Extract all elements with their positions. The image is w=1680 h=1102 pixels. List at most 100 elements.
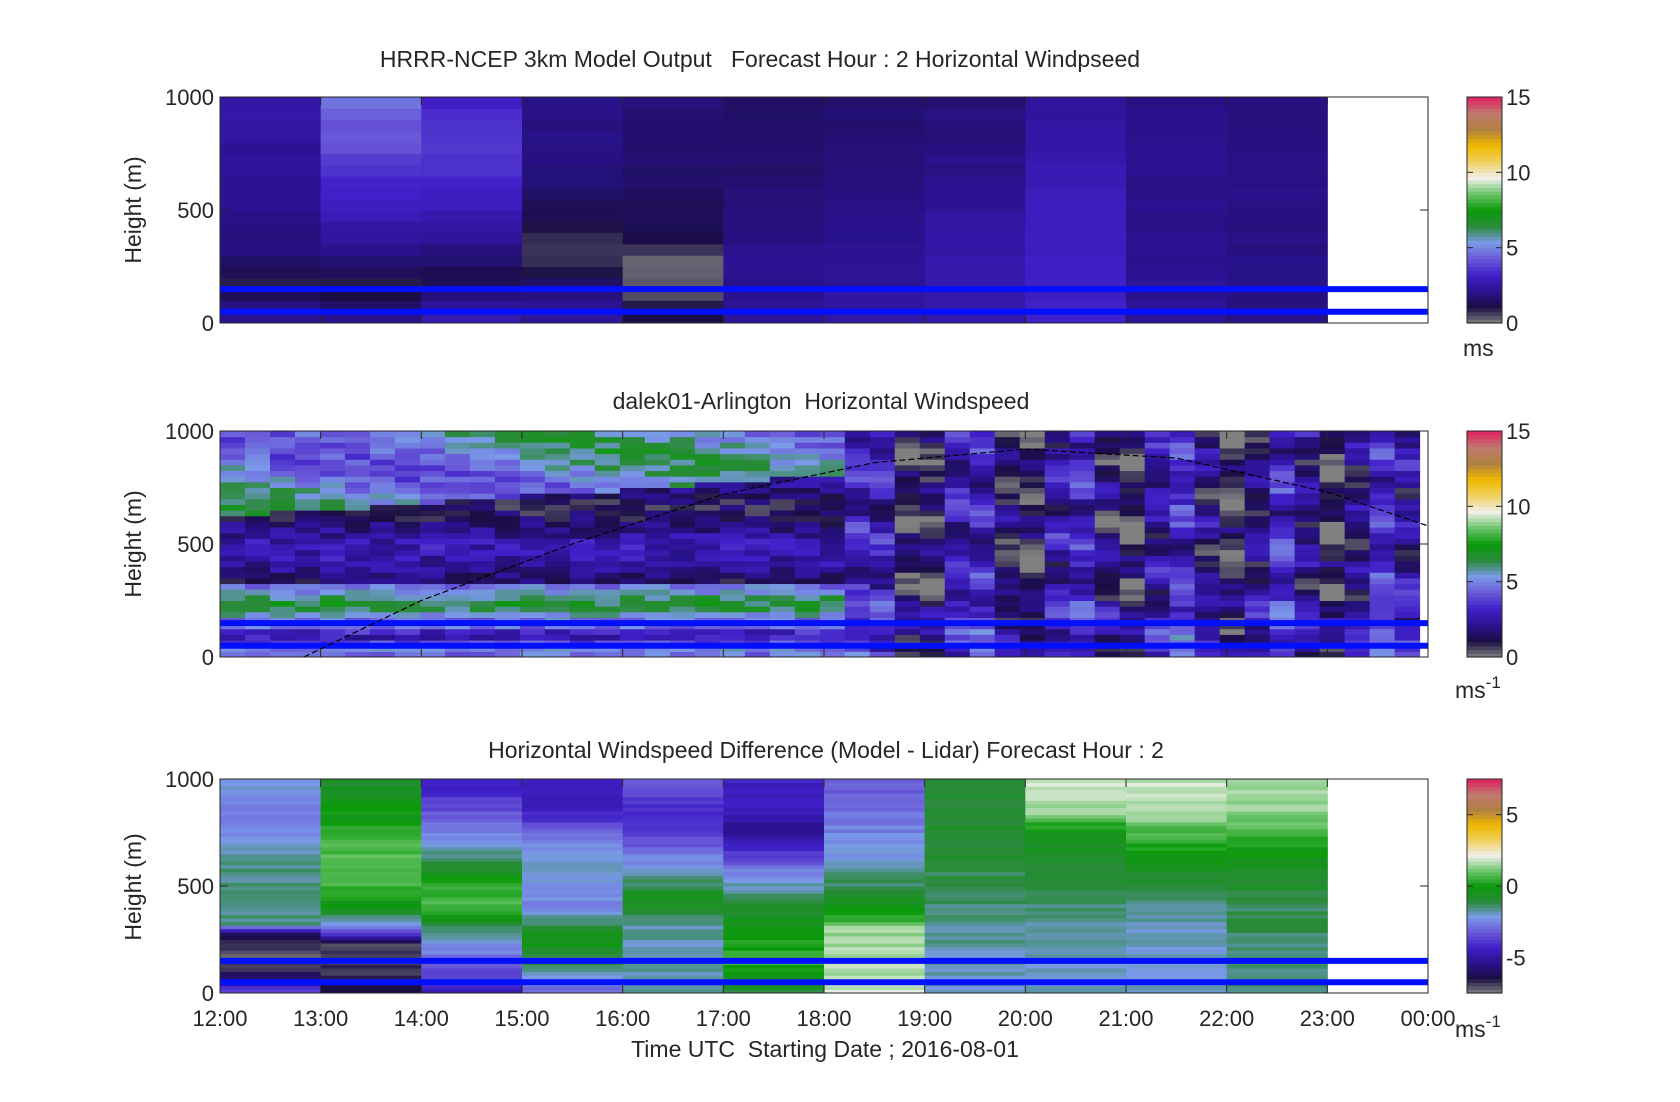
heatmap-cell	[1069, 481, 1096, 488]
heatmap-cell	[1269, 431, 1296, 438]
heatmap-cell	[344, 487, 371, 494]
heatmap-cell	[569, 645, 596, 652]
heatmap-cell	[320, 900, 422, 905]
heatmap-cell	[320, 300, 422, 313]
heatmap-cell	[669, 527, 696, 534]
heatmap-cell	[844, 566, 871, 573]
heatmap-cell	[844, 515, 871, 522]
heatmap-cell	[444, 470, 471, 477]
heatmap-cell	[1044, 577, 1071, 585]
heatmap-cell	[844, 481, 871, 488]
heatmap-cell	[594, 470, 621, 477]
heatmap-cell	[494, 623, 521, 630]
heatmap-cell	[1019, 476, 1046, 483]
heatmap-cell	[494, 521, 521, 528]
heatmap-cell	[723, 932, 825, 937]
heatmap-cell	[1369, 538, 1396, 545]
heatmap-cell	[769, 436, 796, 443]
heatmap-cell	[669, 606, 696, 613]
heatmap-cell	[220, 878, 322, 883]
heatmap-cell	[994, 470, 1021, 477]
heatmap-cell	[1069, 442, 1096, 449]
heatmap-cell	[1244, 577, 1271, 585]
heatmap-cell	[622, 846, 724, 851]
x-axis: 12:00 13:00 14:00 15:00 16:00 17:00 18:00 19:00…	[192, 779, 1456, 1031]
heatmap-cell	[1344, 442, 1371, 449]
heatmap-cell	[622, 836, 724, 841]
heatmap-cell	[723, 803, 825, 809]
heatmap-cell	[421, 953, 523, 958]
heatmap-cell	[1369, 464, 1396, 472]
heatmap-cell	[1019, 544, 1046, 551]
colorbar-swatch	[1467, 861, 1502, 866]
heatmap-cell	[744, 645, 771, 652]
heatmap-cell	[1269, 464, 1296, 472]
heatmap-cell	[1019, 504, 1046, 511]
heatmap-cell	[723, 176, 825, 188]
heatmap-cell	[719, 560, 746, 568]
heatmap-cell	[320, 903, 422, 908]
heatmap-cell	[444, 651, 471, 658]
heatmap-cell	[844, 589, 871, 596]
heatmap-cell	[1044, 555, 1071, 562]
y-axis-label: Height (m)	[120, 156, 146, 263]
heatmap-cell	[1025, 198, 1127, 211]
heatmap-cell	[522, 953, 624, 958]
heatmap-cell	[723, 789, 825, 794]
heatmap-cell	[924, 779, 1026, 784]
heatmap-cell	[919, 436, 946, 443]
heatmap-cell	[769, 544, 796, 551]
heatmap-cell	[469, 645, 496, 652]
heatmap-cell	[1219, 431, 1246, 438]
heatmap-cell	[394, 436, 421, 443]
heatmap-cell	[1094, 611, 1121, 618]
heatmap-cell	[494, 594, 521, 601]
heatmap-cell	[294, 634, 321, 641]
heatmap-cell	[421, 900, 523, 905]
heatmap-cell	[1025, 985, 1127, 990]
heatmap-cell	[919, 504, 946, 511]
heatmap-cell	[1025, 789, 1127, 794]
heatmap-cell	[622, 825, 724, 830]
heatmap-cell	[1044, 645, 1071, 652]
y-axis-label: Height (m)	[120, 833, 146, 940]
heatmap-cell	[924, 232, 1026, 245]
heatmap-cell	[244, 487, 271, 494]
heatmap-cell	[994, 566, 1021, 573]
heatmap-cell	[1069, 493, 1096, 500]
heatmap-cell	[522, 868, 624, 873]
heatmap-cell	[1094, 481, 1121, 488]
heatmap-cell	[594, 487, 621, 494]
heatmap-cell	[421, 882, 523, 887]
heatmap-cell	[1019, 527, 1046, 534]
heatmap-cell	[924, 800, 1026, 805]
colorbar-swatch	[1467, 953, 1502, 958]
heatmap-cell	[824, 896, 926, 901]
heatmap-cell	[1025, 921, 1127, 926]
heatmap-cell	[1226, 786, 1328, 791]
heatmap-cell	[244, 628, 271, 635]
heatmap-cell	[1244, 442, 1271, 449]
heatmap-cell	[894, 515, 921, 522]
heatmap-cell	[719, 566, 746, 573]
heatmap-cell	[969, 447, 996, 455]
x-axis-label: Time UTC Starting Date ; 2016-08-01	[631, 1036, 1019, 1062]
heatmap-cell	[421, 825, 523, 830]
colorbar-swatch	[1467, 292, 1502, 298]
heatmap-cell	[994, 594, 1021, 601]
heatmap-cell	[220, 939, 322, 944]
heatmap-cell	[694, 521, 721, 528]
colorbar-swatch	[1467, 985, 1502, 991]
heatmap-cell	[824, 119, 926, 132]
heatmap-cell	[1294, 611, 1321, 618]
heatmap-cell	[319, 634, 346, 641]
heatmap-cell	[644, 459, 671, 466]
heatmap-cell	[519, 498, 546, 505]
heatmap-cell	[669, 566, 696, 573]
x-tick-label: 13:00	[293, 1006, 348, 1031]
heatmap-cell	[544, 566, 571, 573]
heatmap-cell	[1069, 645, 1096, 652]
heatmap-cell	[444, 498, 471, 505]
colorbar-swatch	[1467, 461, 1502, 466]
